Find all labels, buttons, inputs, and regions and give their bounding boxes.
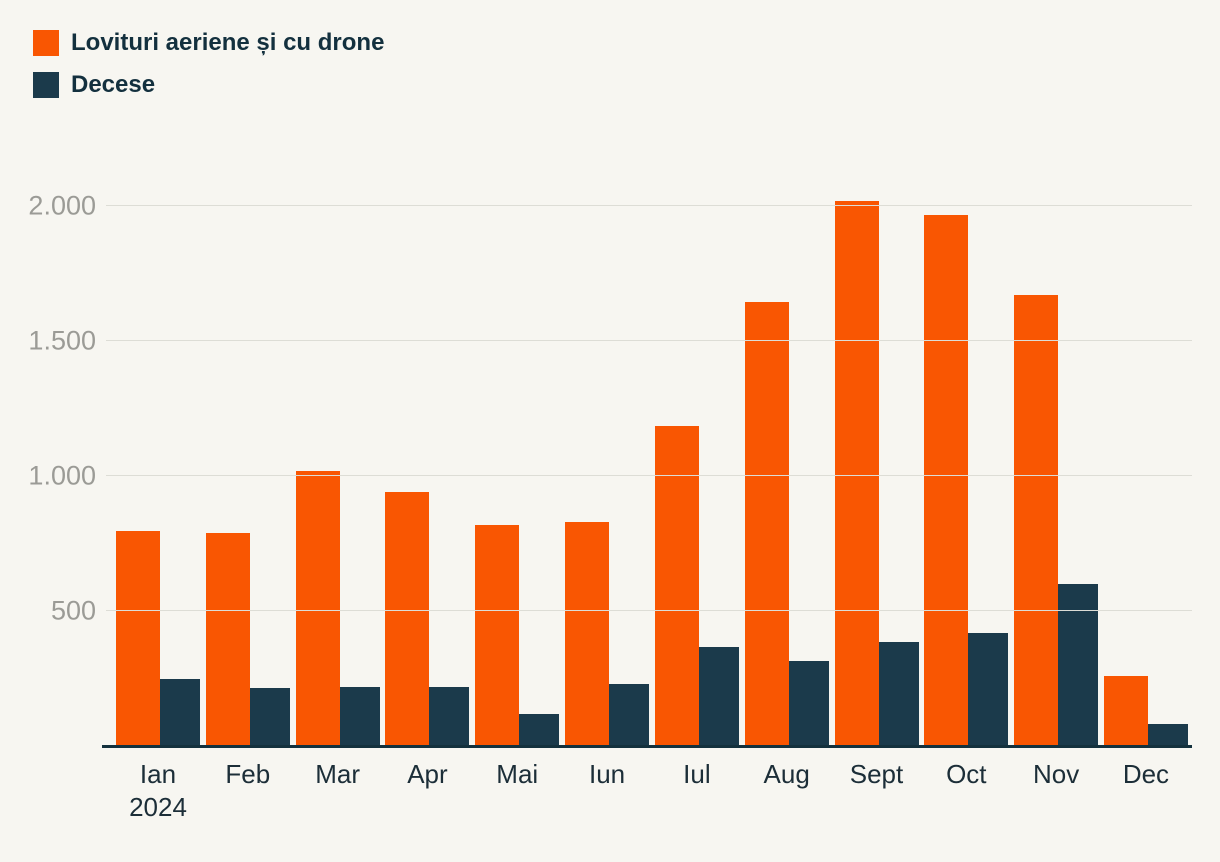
bar-strikes-mai bbox=[475, 524, 520, 746]
gridline-500 bbox=[106, 609, 1192, 611]
bar-strikes-iun bbox=[565, 521, 610, 746]
bar-deaths-nov bbox=[1058, 583, 1099, 746]
bar-strikes-apr bbox=[385, 492, 430, 746]
bar-deaths-mar bbox=[339, 686, 380, 746]
bar-group-dec: Dec bbox=[1103, 160, 1188, 789]
legend-label: Decese bbox=[71, 71, 156, 98]
x-axis-label-iun: Iun bbox=[588, 759, 626, 789]
bar-deaths-apr bbox=[429, 686, 470, 746]
bar-strikes-nov bbox=[1014, 295, 1059, 746]
x-axis-label-feb: Feb bbox=[225, 759, 271, 789]
bar-groups: Ian 2024 Feb Mar Apr Mai Iun Iul Aug Sept Oct Nov De… bbox=[112, 160, 1192, 822]
bar-strikes-dec bbox=[1103, 675, 1148, 746]
x-axis-label-nov: Nov bbox=[1033, 759, 1080, 789]
legend-label: Lovituri aeriene și cu drone bbox=[71, 29, 385, 56]
bar-group-ian: Ian 2024 bbox=[116, 160, 200, 822]
x-axis-label-aug: Aug bbox=[763, 759, 810, 789]
bar-deaths-sept bbox=[878, 642, 919, 746]
y-axis-tick-label: 500 bbox=[50, 595, 96, 626]
x-axis-label-sept: Sept bbox=[849, 759, 904, 789]
bar-group-sept: Sept bbox=[834, 160, 919, 789]
plot-area: Ian 2024 Feb Mar Apr Mai Iun Iul Aug Sept Oct Nov De… bbox=[28, 160, 1192, 822]
x-axis-label-dec: Dec bbox=[1122, 759, 1170, 789]
bar-deaths-oct bbox=[968, 632, 1009, 746]
x-axis-line bbox=[102, 745, 1192, 748]
bar-strikes-mar bbox=[295, 470, 340, 746]
bar-deaths-mai bbox=[519, 713, 560, 746]
bar-group-iul: Iul bbox=[654, 160, 739, 789]
x-axis-label-apr: Apr bbox=[407, 759, 448, 789]
x-axis-label-mai: Mai bbox=[496, 759, 539, 789]
bar-strikes-oct bbox=[924, 215, 969, 746]
bar-group-iun: Iun bbox=[565, 160, 650, 789]
legend-swatch-icon bbox=[33, 72, 59, 98]
bar-strikes-sept bbox=[834, 200, 879, 746]
legend: Lovituri aeriene și cu drone Decese bbox=[33, 30, 384, 98]
y-axis-tick-label: 1.500 bbox=[28, 325, 96, 356]
gridline-1500 bbox=[106, 339, 1192, 341]
y-axis-tick-label: 2.000 bbox=[28, 190, 96, 221]
x-axis-label-ian: Ian 2024 bbox=[129, 759, 187, 822]
bar-group-oct: Oct bbox=[924, 160, 1009, 789]
legend-item-0: Lovituri aeriene și cu drone bbox=[33, 30, 384, 56]
bar-deaths-feb bbox=[249, 687, 290, 746]
bar-group-nov: Nov bbox=[1014, 160, 1099, 789]
bar-group-aug: Aug bbox=[744, 160, 829, 789]
bar-group-feb: Feb bbox=[205, 160, 290, 789]
bar-strikes-ian bbox=[116, 531, 160, 746]
legend-swatch-icon bbox=[33, 30, 59, 56]
bar-deaths-dec bbox=[1147, 724, 1188, 746]
gridline-1000 bbox=[106, 474, 1192, 476]
bar-strikes-iul bbox=[654, 426, 699, 746]
bar-deaths-iun bbox=[609, 683, 650, 746]
bar-group-mai: Mai bbox=[475, 160, 560, 789]
bar-deaths-iul bbox=[698, 647, 739, 746]
x-axis-label-iul: Iul bbox=[683, 759, 711, 789]
x-axis-label-oct: Oct bbox=[946, 759, 987, 789]
gridline-2000 bbox=[106, 204, 1192, 206]
bar-group-mar: Mar bbox=[295, 160, 380, 789]
legend-item-1: Decese bbox=[33, 72, 384, 98]
bar-strikes-feb bbox=[205, 532, 250, 746]
bar-strikes-aug bbox=[744, 301, 789, 746]
bar-deaths-aug bbox=[788, 660, 829, 746]
bar-deaths-ian bbox=[160, 678, 200, 746]
x-axis-label-mar: Mar bbox=[315, 759, 361, 789]
bar-group-apr: Apr bbox=[385, 160, 470, 789]
y-axis-tick-label: 1.000 bbox=[28, 460, 96, 491]
